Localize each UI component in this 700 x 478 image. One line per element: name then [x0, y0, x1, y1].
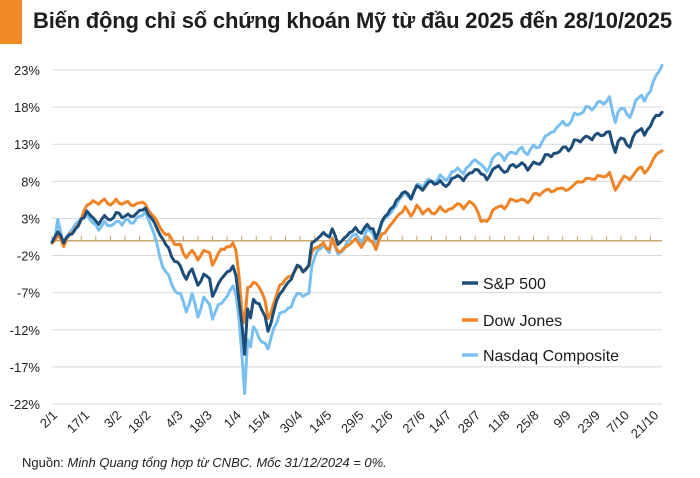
x-tick-label: 27/6 [399, 408, 428, 437]
y-tick-label: -22% [10, 397, 41, 412]
x-tick-label: 21/10 [628, 408, 662, 442]
source-label: Nguồn: [22, 455, 64, 470]
x-tick-label: 1/4 [221, 408, 244, 431]
y-tick-label: 8% [21, 174, 40, 189]
y-tick-label: -2% [17, 249, 41, 264]
page-title: Biến động chỉ số chứng khoán Mỹ từ đầu 2… [33, 8, 672, 33]
y-tick-label: 23% [14, 63, 40, 78]
y-tick-label: 13% [14, 137, 40, 152]
y-tick-label: -7% [17, 286, 41, 301]
legend-label: Dow Jones [483, 313, 562, 330]
y-tick-label: 3% [21, 211, 40, 226]
x-tick-label: 23/9 [574, 408, 603, 437]
x-tick-label: 29/5 [338, 408, 367, 437]
x-tick-label: 4/3 [162, 408, 185, 431]
y-tick-label: 18% [14, 100, 40, 115]
x-tick-label: 25/8 [513, 408, 542, 437]
dow-jones-line [50, 149, 664, 324]
y-tick-label: -17% [10, 360, 41, 375]
x-tick-label: 18/3 [186, 408, 215, 437]
x-tick-label: 3/2 [101, 408, 124, 431]
legend-label: Nasdaq Composite [483, 348, 619, 365]
legend-label: S&P 500 [483, 276, 546, 293]
y-tick-label: -12% [10, 323, 41, 338]
x-tick-label: 30/4 [277, 408, 306, 437]
source-text: Minh Quang tổng hợp từ CNBC. Mốc 31/12/2… [67, 455, 387, 470]
source-note: Nguồn: Minh Quang tổng hợp từ CNBC. Mốc … [22, 455, 387, 470]
sp500-line [50, 110, 664, 356]
x-tick-label: 18/2 [125, 408, 154, 437]
nasdaq-line [50, 64, 664, 396]
title-accent-bar [0, 0, 22, 44]
x-tick-label: 14/7 [426, 408, 455, 437]
x-tick-label: 2/1 [37, 408, 60, 431]
x-tick-label: 14/5 [306, 408, 335, 437]
x-tick-label: 17/1 [64, 408, 93, 437]
x-tick-label: 9/9 [550, 408, 573, 431]
x-tick-label: 28/7 [455, 408, 484, 437]
x-tick-label: 12/6 [367, 408, 396, 437]
x-tick-label: 15/4 [245, 408, 274, 437]
x-tick-label: 11/8 [485, 408, 513, 436]
